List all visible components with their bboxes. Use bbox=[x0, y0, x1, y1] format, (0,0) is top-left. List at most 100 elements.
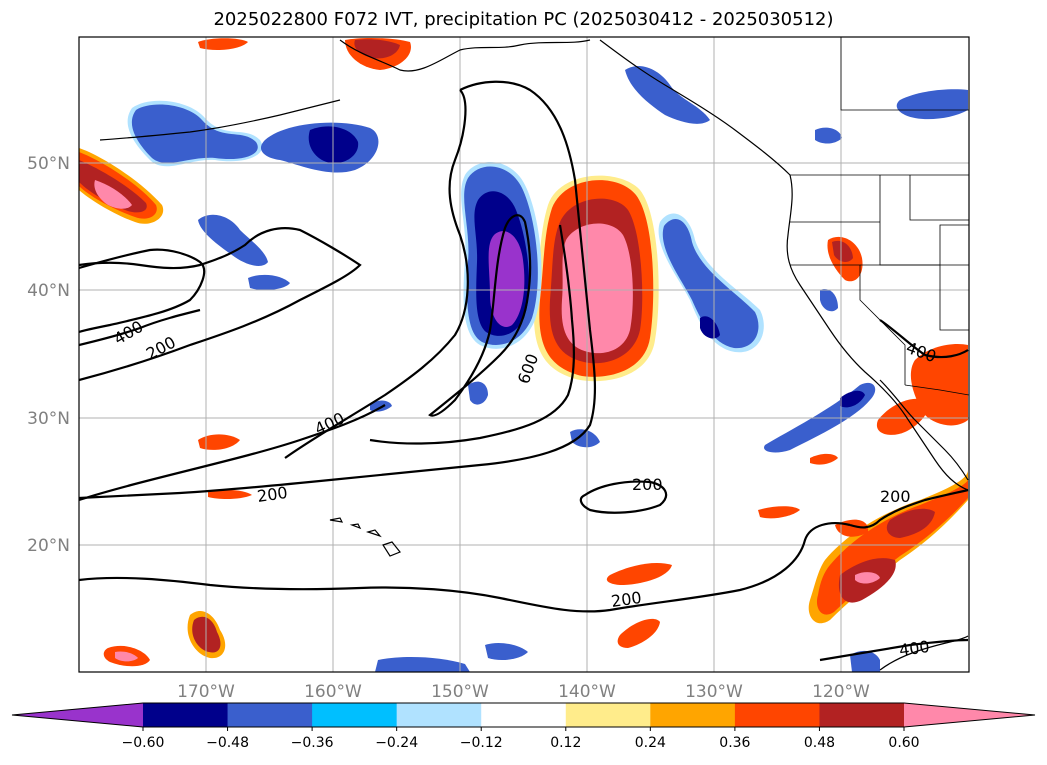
negative-anomaly-south-b bbox=[485, 642, 528, 660]
colorbar-tick-label: 0.48 bbox=[804, 735, 835, 751]
aleutian-islands bbox=[99, 99, 341, 141]
us-mexico-border bbox=[904, 384, 969, 396]
positive-anomaly-mexico bbox=[910, 343, 968, 426]
colorbar: −0.60 −0.48 −0.36 −0.24 −0.12 0.12 0.24 0.36 0.4… bbox=[11, 702, 1036, 751]
colorbar-segment bbox=[819, 703, 905, 727]
positive-anomaly-california bbox=[876, 398, 929, 435]
negative-anomaly-gulf bbox=[625, 65, 710, 124]
contour-label-200-center: 200 bbox=[632, 475, 663, 494]
map-frame bbox=[78, 36, 970, 673]
negative-anomaly-south-c bbox=[850, 650, 880, 672]
positive-anomaly-subtropics-red2 bbox=[886, 508, 935, 538]
lon-label-130w: 130°W bbox=[685, 682, 743, 702]
lat-label-50n: 50°N bbox=[27, 154, 70, 174]
colorbar-segment bbox=[650, 703, 736, 727]
baja-coast bbox=[879, 379, 969, 481]
lat-label-30n: 30°N bbox=[27, 409, 70, 429]
ivt-contour-200-east bbox=[849, 488, 969, 529]
positive-anomaly-north-border bbox=[198, 38, 248, 50]
map-title: 2025022800 F072 IVT, precipitation PC (2… bbox=[213, 9, 834, 30]
negative-anomaly-canada bbox=[896, 89, 968, 120]
colorbar-segment bbox=[227, 703, 313, 727]
negative-anomaly-130w-navy bbox=[700, 316, 720, 339]
colorbar-tick-label: 0.60 bbox=[888, 735, 919, 751]
longitude-axis: 170°W 160°W 150°W 140°W 130°W 120°W bbox=[177, 682, 870, 702]
north-america-coast bbox=[599, 39, 969, 491]
colorbar-segment bbox=[143, 703, 229, 727]
colorbar-tick-label: −0.48 bbox=[206, 735, 249, 751]
positive-anomaly-22n-130w bbox=[758, 506, 800, 519]
contour-label-200-south: 200 bbox=[610, 588, 643, 611]
colorbar-extend-max bbox=[904, 703, 1035, 727]
ivt-contour-200-west bbox=[79, 227, 362, 382]
colorbar-tick-label: 0.24 bbox=[635, 735, 666, 751]
lat-label-40n: 40°N bbox=[27, 281, 70, 301]
ivt-contour-400-west-body bbox=[79, 404, 386, 502]
lon-label-160w: 160°W bbox=[304, 682, 362, 702]
colorbar-tick-label: −0.24 bbox=[375, 735, 418, 751]
negative-anomaly-29n-145w bbox=[468, 381, 488, 405]
ivt-contours bbox=[79, 80, 969, 662]
positive-anomaly-west-core bbox=[79, 160, 147, 213]
lon-label-140w: 140°W bbox=[558, 682, 616, 702]
positive-anomaly-15n-135w bbox=[606, 563, 672, 585]
negative-anomaly-130w-blue bbox=[662, 219, 759, 349]
positive-anomaly-pink bbox=[561, 223, 633, 354]
mexico-coast bbox=[879, 635, 969, 671]
positive-anomaly-30n-170w bbox=[198, 434, 240, 450]
borders bbox=[790, 37, 969, 396]
lon-label-120w: 120°W bbox=[812, 682, 870, 702]
positive-anomaly-west-pink bbox=[94, 180, 132, 209]
negative-anomaly-purple bbox=[488, 231, 525, 327]
positive-anomaly-subtropics-pink bbox=[855, 572, 880, 584]
ivt-contour-400-core bbox=[369, 224, 575, 445]
positive-anomaly-27n-126w bbox=[810, 453, 838, 465]
colorbar-segment bbox=[396, 703, 482, 727]
ivt-contour-400-main bbox=[284, 89, 469, 459]
negative-anomaly-south-a bbox=[375, 656, 470, 672]
gridlines bbox=[79, 37, 969, 672]
colorbar-tick-label: −0.12 bbox=[460, 735, 503, 751]
state-border-utah bbox=[939, 224, 969, 265]
map-plot-area: 400 200 600 400 200 200 200 200 400 400 bbox=[79, 37, 969, 672]
negative-anomaly-northwest-blue bbox=[131, 104, 258, 163]
contour-label-200-mid: 200 bbox=[256, 483, 289, 506]
coastlines bbox=[99, 39, 969, 671]
positive-anomaly-southwest-b-pink bbox=[115, 651, 138, 662]
ivt-contour-400-coast bbox=[879, 319, 969, 359]
contour-label-400-southeast: 400 bbox=[898, 637, 931, 660]
colorbar-segment bbox=[734, 703, 820, 727]
negative-anomaly-west-40n-b bbox=[248, 274, 290, 291]
ivt-contour-200-center bbox=[579, 480, 668, 514]
lon-label-170w: 170°W bbox=[177, 682, 235, 702]
negative-anomaly-coast-navy bbox=[840, 390, 865, 408]
hawaii-islands bbox=[329, 517, 401, 557]
ivt-contour-200-outer bbox=[79, 80, 596, 500]
ivt-contour-200-inner bbox=[79, 248, 206, 334]
positive-anomaly-24n-168w bbox=[208, 489, 252, 500]
positive-anomaly-12n-135w bbox=[617, 618, 660, 648]
ivt-contour-600 bbox=[428, 214, 532, 417]
colorbar-extend-min bbox=[12, 703, 143, 727]
contour-label-200-east: 200 bbox=[880, 487, 911, 506]
state-border-california bbox=[790, 264, 906, 385]
ivt-contour-400-west bbox=[79, 308, 201, 347]
negative-anomaly-west-40n bbox=[198, 214, 268, 266]
lat-label-20n: 20°N bbox=[27, 536, 70, 556]
colorbar-segment bbox=[481, 703, 567, 727]
negative-anomaly-coast-35n bbox=[820, 289, 838, 312]
negative-anomaly-30n-140w bbox=[570, 429, 600, 448]
positive-anomaly-alaska-core bbox=[354, 39, 400, 59]
colorbar-segment bbox=[312, 703, 398, 727]
positive-anomaly-nevada-core bbox=[832, 240, 853, 262]
colorbar-segment bbox=[565, 703, 651, 727]
state-border-nevada bbox=[860, 264, 969, 331]
state-border-montana bbox=[909, 175, 969, 221]
lon-label-150w: 150°W bbox=[431, 682, 489, 702]
negative-anomaly-bc bbox=[815, 127, 842, 144]
colorbar-tick-label: 0.12 bbox=[550, 735, 581, 751]
alaska-border bbox=[840, 37, 969, 111]
ivt-contour-400-southeast bbox=[819, 638, 969, 662]
latitude-axis: 50°N 40°N 30°N 20°N bbox=[27, 154, 70, 556]
